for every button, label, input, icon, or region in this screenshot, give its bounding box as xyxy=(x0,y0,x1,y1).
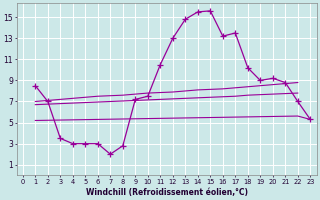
X-axis label: Windchill (Refroidissement éolien,°C): Windchill (Refroidissement éolien,°C) xyxy=(85,188,248,197)
